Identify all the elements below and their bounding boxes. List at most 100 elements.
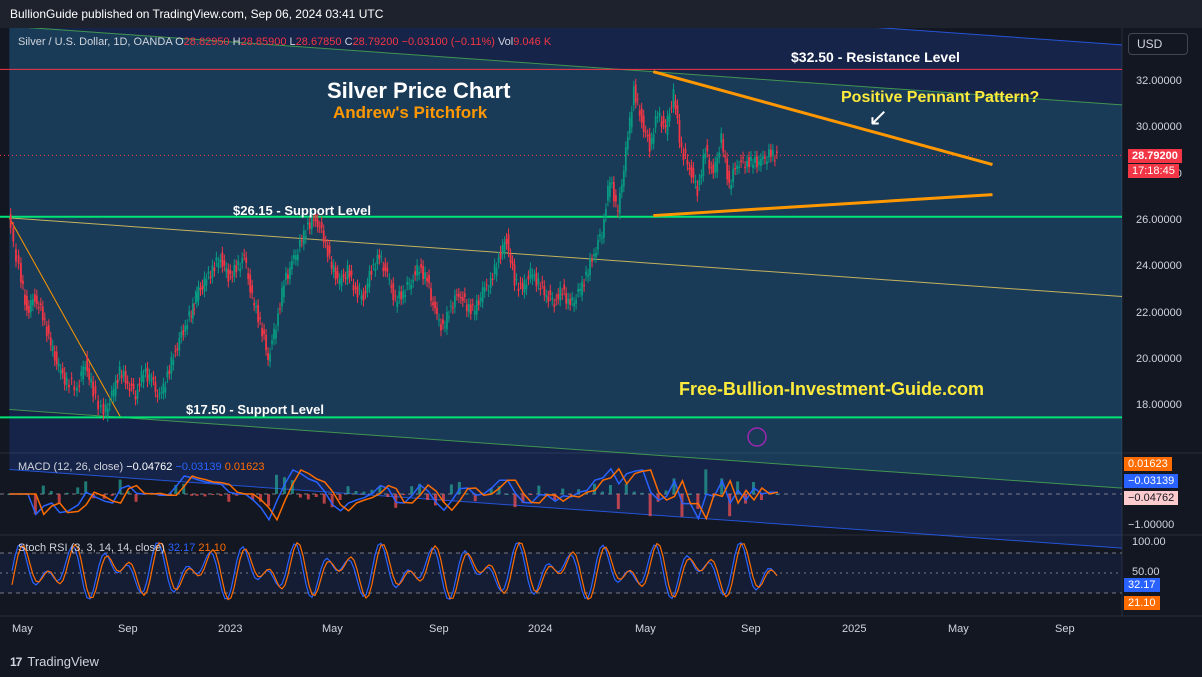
price-candle <box>291 261 293 270</box>
price-candle <box>26 295 28 311</box>
macd-histogram-bar <box>736 481 740 494</box>
price-candle <box>31 299 34 306</box>
macd-histogram-bar <box>306 494 310 500</box>
price-candle <box>609 182 611 197</box>
price-candle <box>39 303 42 306</box>
price-candle <box>535 272 538 287</box>
price-candle <box>666 116 669 136</box>
price-candle <box>714 162 717 173</box>
price-candle <box>557 294 560 299</box>
price-candle <box>559 286 562 301</box>
price-candle <box>110 391 113 396</box>
price-candle <box>603 219 605 238</box>
price-candle <box>517 288 520 291</box>
vol-value: 9.046 K <box>513 36 552 48</box>
price-candle <box>473 310 476 315</box>
price-candle <box>239 268 242 272</box>
macd-histogram-bar <box>195 494 199 496</box>
symbol-legend[interactable]: Silver / U.S. Dollar, 1D, OANDA O28.8295… <box>18 36 551 48</box>
price-candle <box>442 319 444 324</box>
price-candle <box>680 142 683 148</box>
macd-histogram-bar <box>489 488 493 494</box>
chart-canvas[interactable] <box>0 28 1202 648</box>
price-candle <box>396 301 399 308</box>
price-candle <box>567 298 570 304</box>
price-candle <box>634 84 637 103</box>
macd-histogram-bar <box>465 493 469 495</box>
macd-histogram-bar <box>473 494 477 502</box>
macd-histogram-bar <box>219 494 223 496</box>
price-candle <box>267 352 269 360</box>
price-candle <box>97 400 100 410</box>
price-candle <box>644 131 647 133</box>
price-candle <box>630 111 633 128</box>
price-candle <box>368 271 371 288</box>
macd-histogram-bar <box>65 492 69 494</box>
price-candle <box>330 261 333 269</box>
price-candle <box>493 264 496 274</box>
price-candle <box>436 307 438 315</box>
macd-hist-tag: −0.04762 <box>1124 491 1179 505</box>
macd-histogram-bar <box>182 483 186 494</box>
macd-histogram-bar <box>190 494 194 496</box>
price-candle <box>271 340 273 345</box>
macd-histogram-bar <box>680 494 684 517</box>
price-candle <box>9 213 12 228</box>
price-candle <box>662 116 665 124</box>
price-candle <box>547 296 550 302</box>
macd-histogram-bar <box>330 494 334 508</box>
price-candle <box>356 285 359 298</box>
price-candle <box>658 112 661 117</box>
price-candle <box>469 304 472 315</box>
arrow-icon: ↙ <box>868 104 889 131</box>
price-candle <box>523 280 526 293</box>
pitchfork-handle <box>8 217 122 418</box>
price-candle <box>126 381 129 384</box>
price-candle <box>300 240 303 242</box>
price-candle <box>716 157 719 173</box>
price-candle <box>521 283 524 290</box>
price-candle <box>483 287 486 292</box>
macd-histogram-bar <box>57 494 61 504</box>
tradingview-logo[interactable]: 17 TradingView <box>10 654 99 669</box>
macd-histogram-bar <box>441 494 445 502</box>
price-candle <box>622 170 625 187</box>
price-candle <box>654 115 657 128</box>
macd-histogram-bar <box>346 486 350 494</box>
price-candle <box>511 261 514 265</box>
price-candle <box>748 157 750 168</box>
price-candle <box>146 367 149 382</box>
stoch-axis-label: 50.00 <box>1132 566 1160 578</box>
price-candle <box>298 239 301 247</box>
macd-histogram-bar <box>593 483 596 494</box>
price-candle <box>652 133 655 144</box>
macd-legend[interactable]: MACD (12, 26, close) −0.04762 −0.03139 0… <box>18 461 264 473</box>
price-candle <box>700 174 703 179</box>
macd-histogram-bar <box>354 491 358 494</box>
macd-histogram-bar <box>410 486 414 494</box>
price-candle <box>70 377 73 380</box>
price-candle <box>354 287 357 289</box>
price-candle <box>227 269 230 282</box>
macd-histogram-bar <box>521 494 525 503</box>
currency-button[interactable]: USD <box>1128 33 1188 55</box>
price-candle <box>499 251 502 259</box>
price-candle <box>692 167 695 178</box>
price-candle <box>438 319 440 321</box>
y-tick-label: 22.00000 <box>1136 307 1182 319</box>
price-candle <box>388 278 391 280</box>
price-candle <box>406 282 409 285</box>
macd-hist-value: −0.04762 <box>126 461 173 473</box>
macd-histogram-bar <box>49 491 53 494</box>
price-candle <box>386 267 389 272</box>
macd-histogram-bar <box>561 488 565 494</box>
price-candle <box>73 386 76 391</box>
price-candle <box>489 277 492 289</box>
price-candle <box>708 159 711 169</box>
price-candle <box>144 368 147 372</box>
price-candle <box>599 234 601 237</box>
stoch-d-value: 21.10 <box>198 542 226 554</box>
price-candle <box>525 284 528 290</box>
stoch-legend[interactable]: Stoch RSI (3, 3, 14, 14, close) 32.17 21… <box>18 542 226 554</box>
price-candle <box>722 139 725 152</box>
